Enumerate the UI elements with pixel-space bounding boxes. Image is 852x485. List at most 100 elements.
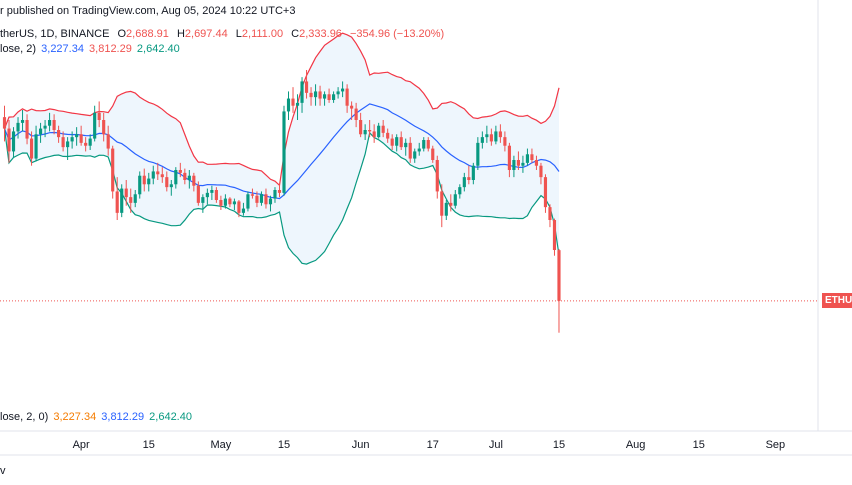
- candle-body: [187, 175, 191, 180]
- candle-body: [489, 134, 493, 142]
- change-value: −354.96 (−13.20%): [350, 28, 445, 40]
- candle-body: [29, 138, 34, 159]
- candle-body: [341, 88, 345, 92]
- candle-body: [552, 220, 557, 250]
- pane2-lower-value: 2,642.40: [149, 411, 192, 423]
- candle-body: [485, 134, 489, 138]
- candle-body: [368, 130, 372, 132]
- candle-body: [38, 128, 43, 135]
- candle-body: [390, 138, 394, 146]
- candle-body: [408, 142, 412, 159]
- candle-body: [327, 94, 331, 100]
- candle-body: [66, 141, 70, 148]
- candle-body: [476, 142, 480, 166]
- candle-body: [102, 120, 106, 135]
- candle-body: [512, 160, 516, 170]
- candle-body: [84, 142, 88, 146]
- x-tick-label: Apr: [73, 439, 90, 451]
- candle-body: [458, 187, 462, 195]
- upper-band-line: [3, 32, 560, 187]
- candle-body: [16, 122, 20, 132]
- band-fill: [4, 33, 559, 265]
- candle-body: [192, 175, 196, 186]
- candle-body: [97, 112, 101, 120]
- pane2-legend: lose, 2, 0) 3,227.34 3,812.29 2,642.40: [0, 411, 192, 424]
- candle-body: [48, 120, 52, 126]
- bottom-label: v: [0, 465, 6, 477]
- x-tick-label: 17: [427, 439, 439, 451]
- candle-body: [250, 194, 255, 196]
- candle-body: [124, 188, 128, 198]
- indicator-name[interactable]: lose, 2): [0, 43, 37, 55]
- candle-body: [219, 200, 223, 206]
- candle-body: [223, 198, 227, 206]
- close-value: 2,333.96: [299, 28, 342, 40]
- candle-body: [147, 178, 151, 185]
- candle-body: [268, 198, 273, 205]
- indicator-legend: lose, 2) 3,227.34 3,812.29 2,642.40: [0, 43, 180, 56]
- lower-band-line: [3, 128, 560, 265]
- candle-body: [471, 165, 475, 180]
- candle-body: [79, 134, 83, 143]
- candle-body: [431, 148, 435, 160]
- candle-body: [548, 207, 552, 220]
- x-tick-label: 15: [553, 439, 565, 451]
- symbol-label[interactable]: therUS, 1D, BINANCE: [0, 28, 110, 40]
- candle-body: [304, 81, 309, 93]
- candle-body: [372, 131, 376, 138]
- pane2-basis-value: 3,227.34: [53, 411, 97, 423]
- indicator-basis-value: 3,227.34: [41, 43, 84, 55]
- candle-body: [169, 184, 173, 188]
- candle-body: [543, 177, 548, 208]
- candle-body: [70, 137, 74, 142]
- open-value: 2,688.91: [126, 28, 169, 40]
- candle-body: [160, 174, 164, 178]
- candle-body: [178, 170, 182, 173]
- candle-body: [503, 137, 507, 146]
- indicator-upper-value: 3,812.29: [89, 43, 132, 55]
- candle-body: [521, 162, 525, 166]
- candle-body: [435, 160, 439, 192]
- candle-body: [34, 134, 38, 159]
- candle-body: [467, 177, 471, 180]
- candle-body: [426, 140, 430, 149]
- candle-body: [395, 137, 399, 146]
- candle-body: [61, 137, 65, 148]
- candle-body: [530, 154, 534, 160]
- candle-body: [133, 194, 137, 203]
- candle-body: [142, 175, 146, 185]
- candle-body: [183, 172, 187, 180]
- candle-body: [246, 194, 250, 209]
- ohlc-legend: therUS, 1D, BINANCE O2,688.91 H2,697.44 …: [0, 28, 444, 41]
- candle-body: [404, 142, 408, 148]
- candle-body: [282, 111, 286, 193]
- candle-body: [516, 160, 520, 166]
- candle-body: [309, 92, 313, 98]
- candle-body: [151, 171, 155, 179]
- close-label: C: [291, 28, 300, 40]
- candle-body: [205, 192, 209, 198]
- candle-body: [322, 94, 327, 99]
- candle-body: [2, 117, 7, 129]
- candle-body: [237, 201, 241, 213]
- pane2-indicator-name[interactable]: lose, 2, 0): [0, 411, 49, 423]
- candle-body: [52, 120, 56, 130]
- candle-body: [386, 132, 390, 139]
- candle-body: [291, 98, 295, 106]
- candle-body: [57, 130, 61, 138]
- candle-body: [20, 120, 25, 123]
- candle-body: [359, 120, 363, 135]
- basis-line: [3, 103, 560, 200]
- candle-body: [440, 191, 444, 216]
- candle-body: [255, 195, 259, 203]
- candle-body: [399, 137, 403, 148]
- candle-body: [201, 197, 205, 203]
- candle-body: [318, 91, 322, 99]
- candle-body: [332, 94, 336, 100]
- candle-body: [494, 131, 498, 142]
- candle-body: [259, 194, 264, 203]
- x-tick-label: Jun: [352, 439, 370, 451]
- candle-body: [264, 194, 268, 205]
